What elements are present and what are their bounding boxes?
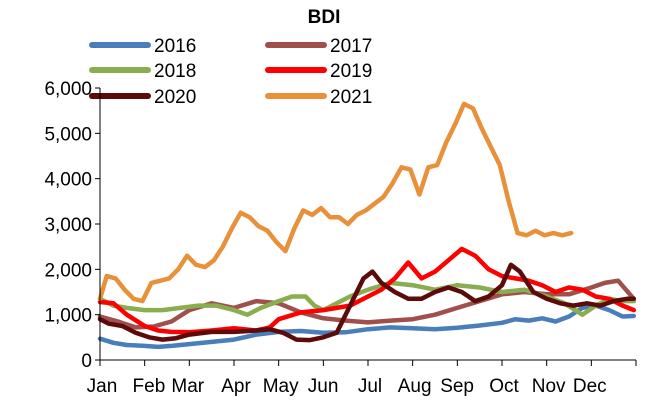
x-tick-label: Mar bbox=[171, 376, 204, 397]
y-tick-label: 2,000 bbox=[44, 260, 92, 281]
series-line-2021 bbox=[97, 101, 574, 304]
x-tick-label: Jan bbox=[87, 376, 118, 397]
legend-label-2016: 2016 bbox=[154, 36, 196, 57]
y-tick-label: 4,000 bbox=[44, 170, 92, 191]
y-tick-label: 1,000 bbox=[44, 306, 92, 327]
legend-label-2021: 2021 bbox=[330, 87, 372, 108]
legend: 2016 2017 2018 2019 2020 2021 bbox=[89, 36, 372, 108]
legend-label-2017: 2017 bbox=[330, 36, 372, 57]
series-line-2017 bbox=[97, 278, 637, 330]
x-tick-label: Dec bbox=[573, 376, 607, 397]
x-tick-label: Jun bbox=[308, 376, 339, 397]
series-line-2019 bbox=[97, 246, 637, 335]
y-tick-label: 5,000 bbox=[44, 124, 92, 145]
x-tick-label: Apr bbox=[221, 376, 251, 397]
x-tick-label: Aug bbox=[398, 376, 432, 397]
x-tick-label: Nov bbox=[532, 376, 566, 397]
y-tick-label: 6,000 bbox=[44, 79, 92, 100]
series-layer bbox=[97, 101, 637, 350]
x-tick-label: Jul bbox=[358, 376, 382, 397]
x-tick-label: Oct bbox=[489, 376, 519, 397]
series-line-2020 bbox=[97, 262, 637, 343]
series-line-2016 bbox=[97, 303, 637, 350]
axes: 0 1,000 2,000 3,000 4,000 5,000 6,000 Jan Feb Mar… bbox=[44, 79, 637, 397]
legend-label-2019: 2019 bbox=[330, 61, 372, 82]
legend-label-2018: 2018 bbox=[154, 61, 196, 82]
x-tick-label: Feb bbox=[133, 376, 166, 397]
x-tick-label: May bbox=[263, 376, 299, 397]
x-tick-label: Sep bbox=[440, 376, 474, 397]
legend-label-2020: 2020 bbox=[154, 87, 196, 108]
chart-title: BDI bbox=[308, 7, 341, 28]
y-tick-label: 0 bbox=[81, 351, 92, 372]
y-tick-label: 3,000 bbox=[44, 215, 92, 236]
